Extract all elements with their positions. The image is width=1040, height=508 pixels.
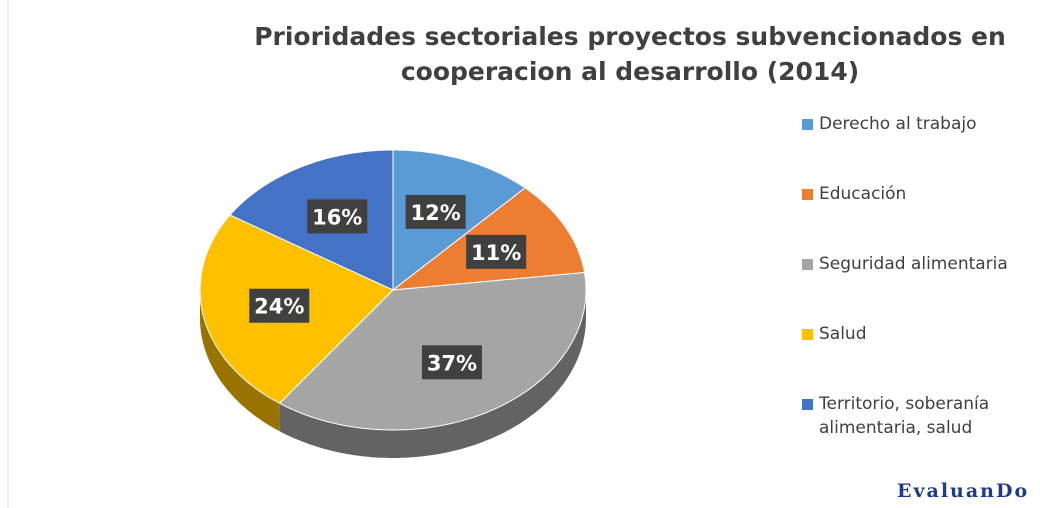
data-label: 37% bbox=[427, 351, 477, 375]
data-label-box bbox=[249, 288, 310, 323]
legend-label: Seguridad alimentaria bbox=[819, 254, 1008, 274]
chart-title-line-1: Prioridades sectoriales proyectos subven… bbox=[254, 22, 1006, 51]
legend-swatch bbox=[802, 119, 813, 130]
legend-swatch bbox=[802, 189, 813, 200]
data-label-box bbox=[405, 194, 466, 229]
watermark: EvaluanDo bbox=[897, 480, 1029, 502]
legend-label: Derecho al trabajo bbox=[819, 114, 977, 134]
data-label-box bbox=[466, 234, 527, 269]
legend-label: Educación bbox=[819, 184, 907, 204]
data-label: 24% bbox=[254, 295, 304, 319]
data-label: 16% bbox=[312, 205, 362, 229]
legend-swatch bbox=[802, 399, 813, 410]
legend-item: Territorio, soberanía alimentaria, salud bbox=[802, 392, 1040, 440]
legend-label: Salud bbox=[819, 324, 867, 344]
data-label: 12% bbox=[410, 201, 460, 225]
legend-item: Derecho al trabajo bbox=[802, 112, 1040, 136]
legend: Derecho al trabajo Educación Seguridad ali… bbox=[792, 112, 1040, 454]
data-label: 11% bbox=[471, 241, 521, 265]
legend-item: Educación bbox=[802, 182, 1040, 206]
legend-label: Territorio, soberanía alimentaria, salud bbox=[819, 394, 990, 438]
legend-item: Salud bbox=[802, 322, 1040, 346]
legend-swatch bbox=[802, 329, 813, 340]
legend-swatch bbox=[802, 259, 813, 270]
pie-side bbox=[279, 290, 586, 458]
legend-item: Seguridad alimentaria bbox=[802, 252, 1040, 276]
chart-title-line-2: cooperacion al desarrollo (2014) bbox=[401, 57, 859, 86]
pie-side bbox=[200, 290, 280, 432]
data-label-box bbox=[421, 345, 482, 380]
data-label-box bbox=[307, 199, 368, 234]
